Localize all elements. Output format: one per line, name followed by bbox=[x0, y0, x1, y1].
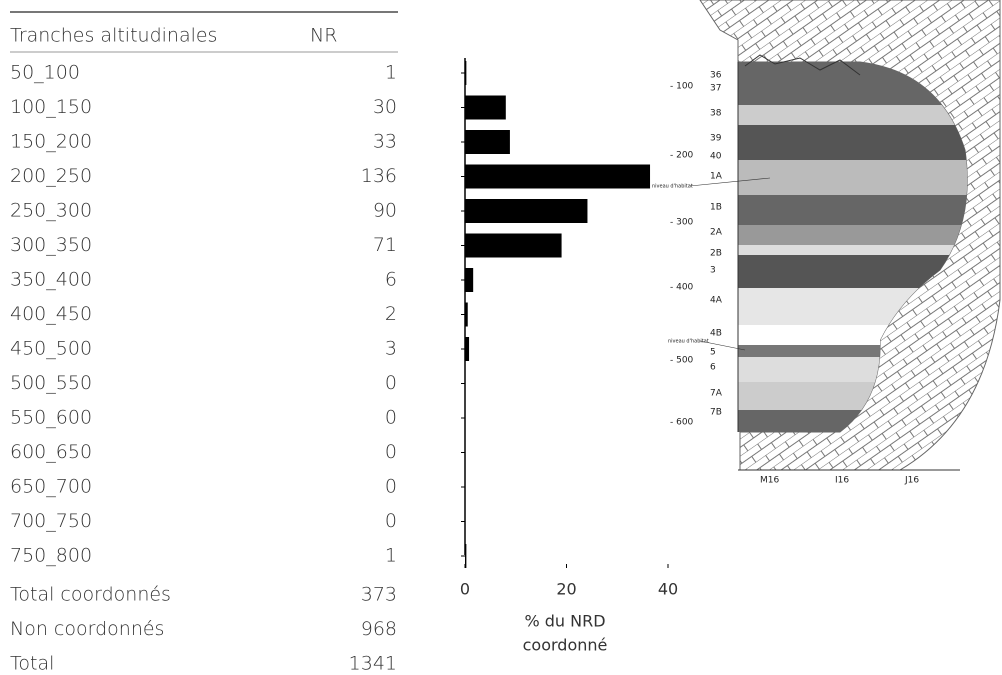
row-label: 150_200 bbox=[10, 131, 92, 153]
total-value: 373 bbox=[361, 584, 397, 606]
row-value: 71 bbox=[373, 234, 397, 256]
row-label: 300_350 bbox=[10, 234, 92, 256]
layer-label: 2A bbox=[710, 228, 723, 238]
bar bbox=[465, 130, 510, 154]
leader bbox=[699, 340, 746, 351]
total-label: Non coordonnés bbox=[10, 618, 164, 640]
depth-label: - 300 bbox=[670, 218, 694, 228]
bar bbox=[465, 302, 468, 327]
cross-section bbox=[699, 0, 1001, 471]
x-axis-label: coordonné bbox=[523, 636, 608, 655]
row-value: 136 bbox=[361, 165, 397, 187]
depth-label: - 200 bbox=[670, 151, 694, 161]
layer-label: 7A bbox=[710, 389, 723, 399]
bar bbox=[465, 199, 588, 223]
row-label: 600_650 bbox=[10, 441, 92, 463]
layer-label: 1B bbox=[710, 203, 722, 213]
x-tick-label: 40 bbox=[658, 580, 678, 599]
row-value: 1 bbox=[385, 62, 397, 84]
row-value: 2 bbox=[385, 303, 397, 325]
row-value: 0 bbox=[385, 510, 397, 532]
layer-label: 4A bbox=[710, 296, 723, 306]
bar bbox=[465, 544, 467, 568]
row-label: 200_250 bbox=[10, 165, 92, 187]
row-value: 6 bbox=[385, 269, 397, 291]
row-value: 1 bbox=[385, 545, 397, 567]
total-label: Total coordonnés bbox=[10, 584, 171, 606]
depth-label: - 400 bbox=[670, 283, 694, 293]
total-value: 1341 bbox=[349, 653, 397, 675]
row-label: 450_500 bbox=[10, 338, 92, 360]
row-value: 0 bbox=[385, 372, 397, 394]
bar bbox=[465, 268, 474, 292]
row-value: 33 bbox=[373, 131, 397, 153]
row-label: 550_600 bbox=[10, 407, 92, 429]
row-value: 30 bbox=[373, 96, 397, 118]
bar bbox=[465, 95, 506, 120]
layer-label: 37 bbox=[710, 84, 721, 94]
layer-label: 2B bbox=[710, 249, 722, 259]
layer-label: 6 bbox=[710, 363, 716, 373]
layer-label: 3 bbox=[710, 266, 716, 276]
layer-label: 5 bbox=[710, 348, 716, 358]
note: niveau d'habitat bbox=[652, 184, 693, 190]
depth-label: - 600 bbox=[670, 418, 694, 428]
row-label: 750_800 bbox=[10, 545, 92, 567]
row-label: 500_550 bbox=[10, 372, 92, 394]
row-label: 700_750 bbox=[10, 510, 92, 532]
layer-label: 38 bbox=[710, 109, 722, 119]
square-label: J16 bbox=[904, 476, 919, 486]
layer-label: 39 bbox=[710, 134, 722, 144]
leader bbox=[689, 177, 771, 187]
bar bbox=[465, 337, 470, 361]
total-value: 968 bbox=[361, 618, 397, 640]
layer-label: 40 bbox=[710, 152, 722, 162]
bar bbox=[465, 61, 467, 85]
bar bbox=[465, 233, 562, 258]
depth-label: - 100 bbox=[670, 82, 694, 92]
x-tick-label: 20 bbox=[556, 580, 576, 599]
x-tick-label: 0 bbox=[460, 580, 470, 599]
depth-label: - 500 bbox=[670, 356, 694, 366]
bar bbox=[465, 164, 651, 189]
row-value: 3 bbox=[385, 338, 397, 360]
layer-label: 1A bbox=[710, 172, 723, 182]
row-value: 0 bbox=[385, 476, 397, 498]
row-label: 350_400 bbox=[10, 269, 92, 291]
row-value: 90 bbox=[373, 200, 397, 222]
row-value: 0 bbox=[385, 441, 397, 463]
row-label: 400_450 bbox=[10, 303, 92, 325]
square-label: M16 bbox=[760, 476, 779, 486]
header: NR bbox=[310, 25, 337, 47]
row-label: 650_700 bbox=[10, 476, 92, 498]
row-label: 50_100 bbox=[10, 62, 80, 84]
row-label: 100_150 bbox=[10, 96, 92, 118]
note: niveau d'habitat bbox=[668, 339, 709, 345]
x-axis-label: % du NRD bbox=[524, 612, 605, 631]
header: Tranches altitudinales bbox=[10, 25, 217, 47]
total-label: Total bbox=[10, 653, 54, 675]
layer-label: 4B bbox=[710, 329, 722, 339]
row-label: 250_300 bbox=[10, 200, 92, 222]
square-label: I16 bbox=[835, 476, 849, 486]
layer-label: 36 bbox=[710, 71, 722, 81]
row-value: 0 bbox=[385, 407, 397, 429]
layer-label: 7B bbox=[710, 408, 722, 418]
